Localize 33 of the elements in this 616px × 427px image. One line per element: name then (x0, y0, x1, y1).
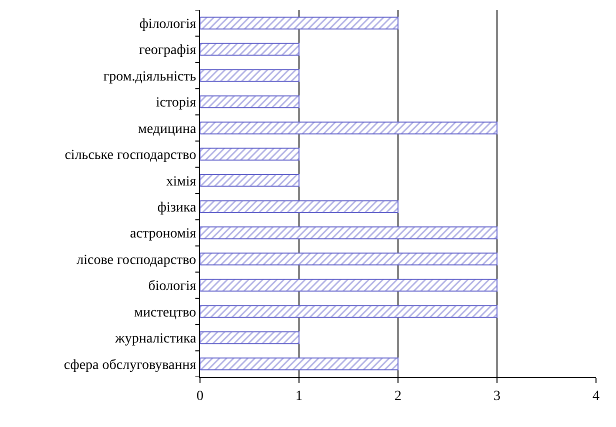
x-tick-label: 3 (494, 388, 500, 404)
bar (200, 357, 398, 370)
bar (200, 200, 398, 214)
x-tick-label: 1 (296, 388, 302, 404)
x-tick-label: 4 (592, 388, 600, 404)
y-tick-label: хімія (166, 174, 197, 190)
y-tick-label: фізика (157, 200, 197, 216)
bar (200, 16, 398, 30)
y-tick-label: філологія (139, 17, 197, 32)
y-tick-label: географія (139, 43, 197, 58)
x-tick-label: 2 (394, 388, 402, 404)
y-tick-label: лісове господарство (76, 252, 196, 268)
y-tick-label: журналістика (114, 332, 197, 347)
bar (200, 69, 300, 82)
bar (200, 305, 498, 318)
bar (200, 42, 300, 56)
bar (200, 148, 300, 161)
bar (200, 331, 300, 344)
y-tick-label: медицина (138, 122, 197, 137)
y-tick-label: сфера обслуговування (64, 358, 197, 373)
y-tick-label: сільське господарство (64, 148, 196, 164)
y-tick-label: гром.діяльність (103, 69, 196, 84)
bar (200, 252, 498, 266)
x-tick-label: 0 (196, 388, 204, 404)
bar (200, 122, 498, 134)
bar (200, 226, 498, 240)
y-tick-label: мистецтво (134, 305, 196, 320)
bar (200, 174, 300, 187)
y-tick-label: біологія (148, 279, 197, 294)
y-tick-label: історія (156, 96, 197, 111)
bar (200, 95, 300, 108)
bar (200, 278, 498, 292)
y-tick-label: астрономія (130, 226, 197, 242)
